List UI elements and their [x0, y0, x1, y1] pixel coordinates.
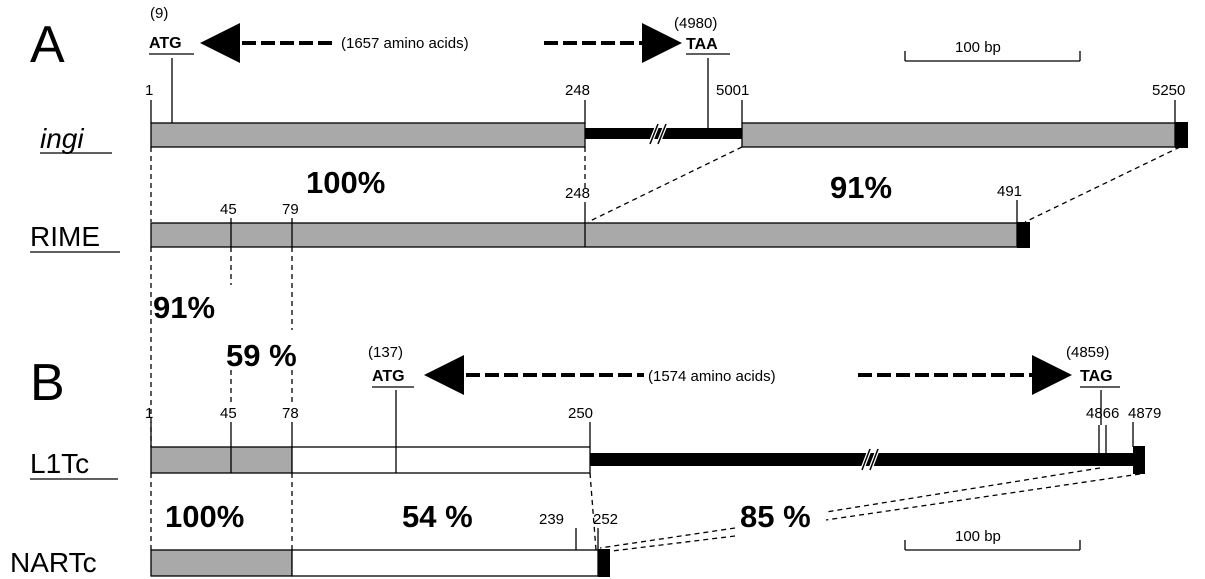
rime-tick-45: 45: [220, 201, 237, 218]
rime-tick-491: 491: [997, 183, 1022, 200]
panel-b-letter: B: [30, 354, 65, 412]
identity-l1tc-nartc-middle: 54 %: [402, 499, 473, 534]
identity-l1tc-nartc-left: 100%: [165, 499, 244, 534]
ingi-end-block: [1175, 122, 1188, 148]
nartc-white-segment: [291, 549, 599, 577]
rime-label: RIME: [30, 221, 100, 252]
rime-gray-segment: [150, 222, 1018, 248]
nartc-tick-239: 239: [539, 511, 564, 528]
ingi-label: ingi: [40, 123, 84, 154]
l1tc-end-block: [1133, 446, 1145, 474]
panel-b: B (137) ATG (1574 amino acids) (4859) TA…: [10, 344, 1161, 578]
rime-end-block: [1017, 222, 1030, 248]
start-codon-position: (9): [150, 5, 168, 22]
l1tc-tick-78: 78: [282, 405, 299, 422]
ingi-gray-segment-right: [741, 122, 1176, 148]
rime-to-l1tc-alignment: 91% 59 %: [150, 247, 297, 447]
ingi-tick-1: 1: [145, 82, 153, 99]
l1tc-tick-1: 1: [145, 405, 153, 422]
protein-length-label: (1657 amino acids): [341, 35, 469, 52]
l1tc-label: L1Tc: [30, 448, 89, 479]
stop-codon-b-label: TAG: [1080, 368, 1113, 385]
panel-a: A (9) ATG (1657 amino acids) (4980) TAA …: [30, 5, 1188, 253]
nartc-label: NARTc: [10, 547, 97, 578]
start-codon-b-position: (137): [368, 344, 403, 361]
l1tc-tick-4866: 4866: [1086, 405, 1119, 422]
stop-codon-label: TAA: [686, 36, 718, 53]
identity-ingi-rime-right: 91%: [830, 170, 892, 205]
identity-l1tc-nartc-right: 85 %: [740, 499, 811, 534]
stop-codon-position: (4980): [674, 15, 717, 32]
protein-b-length-label: (1574 amino acids): [648, 368, 776, 385]
l1tc-gray-segment: [150, 446, 293, 474]
nartc-tick-252: 252: [593, 511, 618, 528]
ingi-tick-248: 248: [565, 82, 590, 99]
scale-bar-b-label: 100 bp: [955, 528, 1001, 545]
nartc-end-block: [598, 549, 610, 577]
rime-tick-79: 79: [282, 201, 299, 218]
l1tc-tick-4879: 4879: [1128, 405, 1161, 422]
identity-ingi-rime-left: 100%: [306, 165, 385, 200]
l1tc-white-segment: [291, 446, 591, 474]
start-codon-b-label: ATG: [372, 368, 405, 385]
ingi-tick-5001: 5001: [716, 82, 749, 99]
nartc-gray-segment: [150, 549, 293, 577]
ingi-gray-segment-left: [150, 122, 586, 148]
identity-rime-l1tc-left: 91%: [153, 290, 215, 325]
panel-a-letter: A: [30, 16, 65, 74]
l1tc-black-segment: [590, 453, 1133, 466]
ingi-tick-5250: 5250: [1152, 82, 1185, 99]
identity-rime-l1tc-right: 59 %: [226, 338, 297, 373]
rime-tick-248: 248: [565, 185, 590, 202]
scale-bar-a-label: 100 bp: [955, 39, 1001, 56]
l1tc-tick-250: 250: [568, 405, 593, 422]
scale-bar-b: 100 bp: [904, 528, 1081, 551]
start-codon-label: ATG: [149, 35, 182, 52]
stop-codon-b-position: (4859): [1066, 344, 1109, 361]
l1tc-tick-45: 45: [220, 405, 237, 422]
scale-bar-a: 100 bp: [904, 39, 1081, 62]
